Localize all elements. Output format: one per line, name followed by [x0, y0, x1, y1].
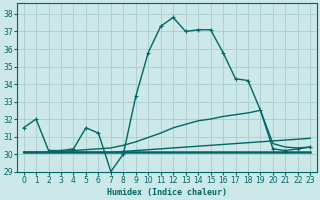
- X-axis label: Humidex (Indice chaleur): Humidex (Indice chaleur): [107, 188, 227, 197]
